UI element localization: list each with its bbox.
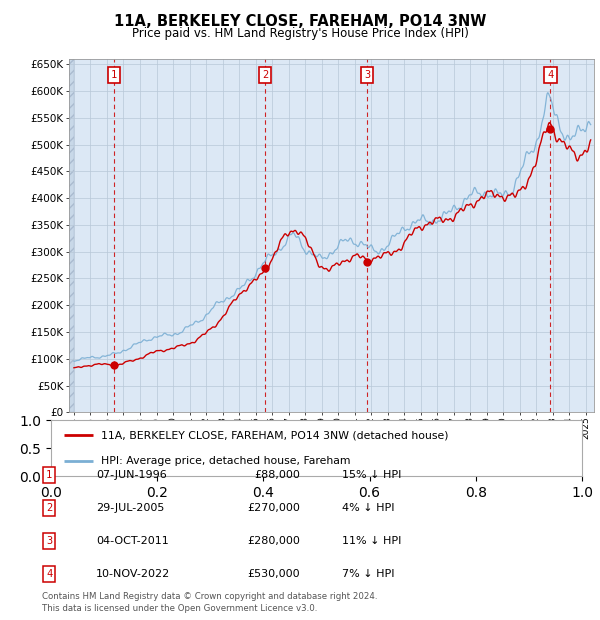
Bar bbox=[69, 59, 74, 412]
Text: 3: 3 bbox=[364, 70, 370, 80]
Text: 07-JUN-1996: 07-JUN-1996 bbox=[96, 470, 167, 480]
Text: £270,000: £270,000 bbox=[247, 503, 300, 513]
Text: £88,000: £88,000 bbox=[254, 470, 300, 480]
Text: 04-OCT-2011: 04-OCT-2011 bbox=[96, 536, 169, 546]
Text: 3: 3 bbox=[46, 536, 52, 546]
Text: 10-NOV-2022: 10-NOV-2022 bbox=[96, 569, 170, 579]
Text: This data is licensed under the Open Government Licence v3.0.: This data is licensed under the Open Gov… bbox=[42, 603, 317, 613]
Text: 15% ↓ HPI: 15% ↓ HPI bbox=[342, 470, 401, 480]
Text: 4% ↓ HPI: 4% ↓ HPI bbox=[342, 503, 395, 513]
Text: 4: 4 bbox=[46, 569, 52, 579]
Text: £280,000: £280,000 bbox=[247, 536, 300, 546]
Text: 11A, BERKELEY CLOSE, FAREHAM, PO14 3NW (detached house): 11A, BERKELEY CLOSE, FAREHAM, PO14 3NW (… bbox=[101, 430, 449, 440]
Text: Price paid vs. HM Land Registry's House Price Index (HPI): Price paid vs. HM Land Registry's House … bbox=[131, 27, 469, 40]
Text: 1: 1 bbox=[111, 70, 118, 80]
Text: Contains HM Land Registry data © Crown copyright and database right 2024.: Contains HM Land Registry data © Crown c… bbox=[42, 592, 377, 601]
Text: 2: 2 bbox=[262, 70, 268, 80]
Text: 7% ↓ HPI: 7% ↓ HPI bbox=[342, 569, 395, 579]
Text: 29-JUL-2005: 29-JUL-2005 bbox=[96, 503, 164, 513]
Text: £530,000: £530,000 bbox=[247, 569, 300, 579]
Text: 11A, BERKELEY CLOSE, FAREHAM, PO14 3NW: 11A, BERKELEY CLOSE, FAREHAM, PO14 3NW bbox=[114, 14, 486, 29]
Text: 11% ↓ HPI: 11% ↓ HPI bbox=[342, 536, 401, 546]
Text: HPI: Average price, detached house, Fareham: HPI: Average price, detached house, Fare… bbox=[101, 456, 351, 466]
Text: 4: 4 bbox=[547, 70, 554, 80]
Text: 2: 2 bbox=[46, 503, 52, 513]
Text: 1: 1 bbox=[46, 470, 52, 480]
